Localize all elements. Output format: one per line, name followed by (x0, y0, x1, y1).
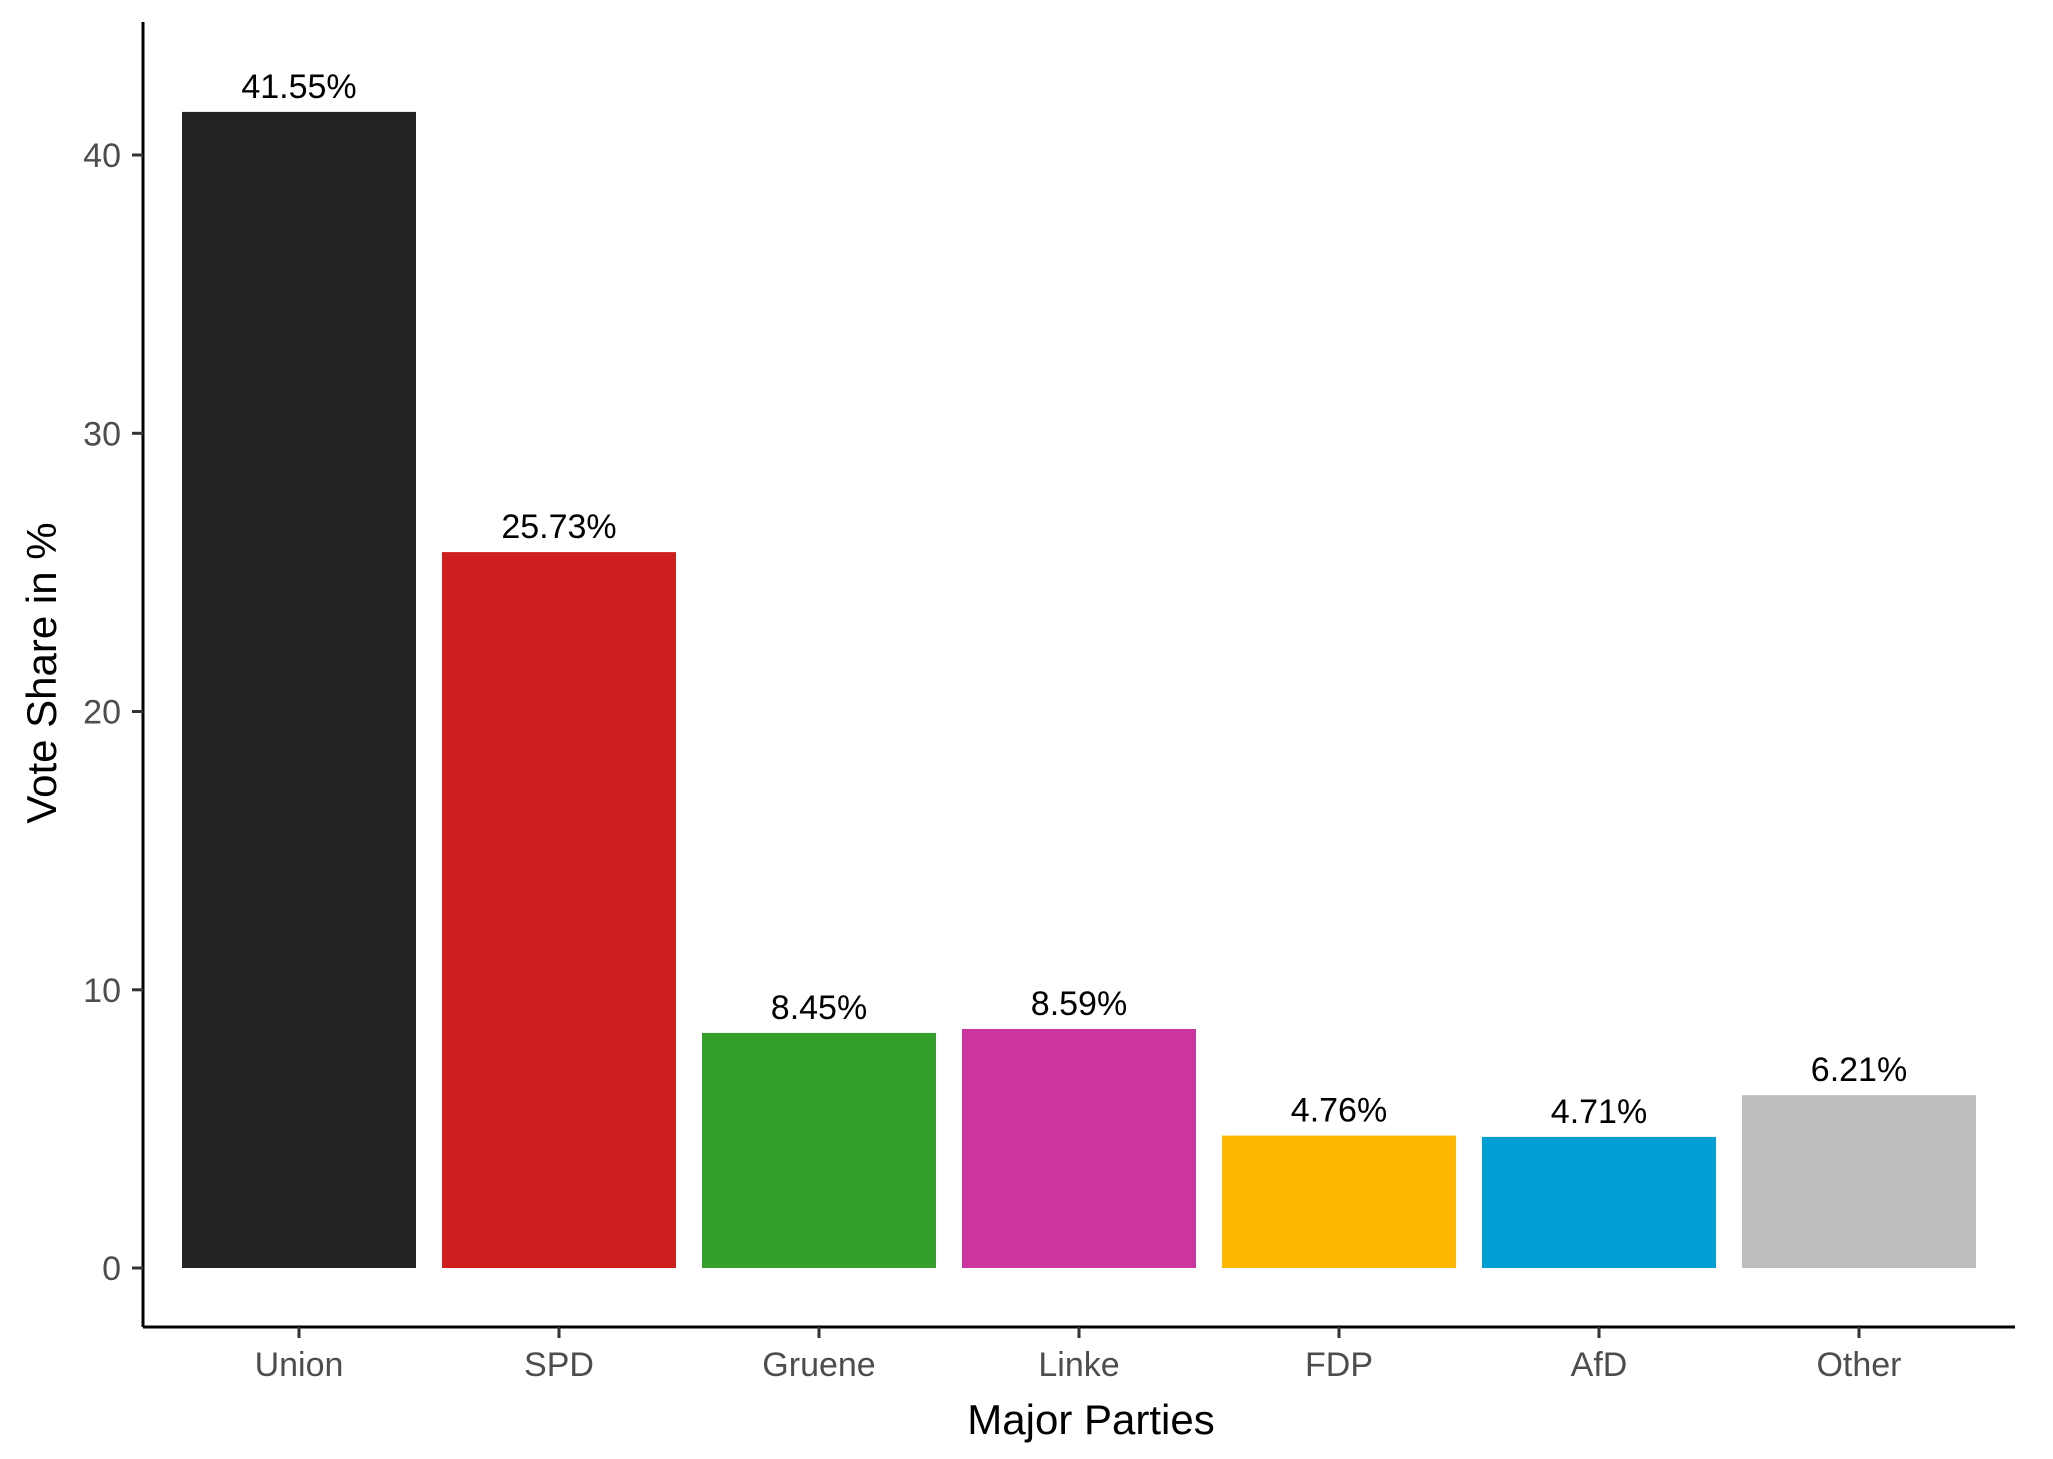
y-tick-label-30: 30 (83, 415, 121, 453)
x-tick-label-linke: Linke (1038, 1346, 1119, 1384)
data-label-spd: 25.73% (501, 508, 616, 546)
y-axis-ticks: 0 10 20 30 40 (83, 137, 143, 1288)
bar-other (1742, 1095, 1976, 1268)
x-tick-label-union: Union (255, 1346, 344, 1384)
x-tick-label-afd: AfD (1571, 1346, 1628, 1384)
bar-linke (962, 1029, 1196, 1268)
data-label-afd: 4.71% (1551, 1093, 1647, 1131)
data-label-linke: 8.59% (1031, 985, 1127, 1023)
bar-fdp (1222, 1135, 1456, 1268)
y-tick-label-10: 10 (83, 972, 121, 1010)
y-tick-label-0: 0 (102, 1250, 121, 1288)
data-label-union: 41.55% (241, 68, 356, 106)
x-axis-title: Major Parties (967, 1396, 1214, 1443)
bar-gruene (702, 1032, 936, 1268)
data-label-other: 6.21% (1811, 1051, 1907, 1089)
data-label-fdp: 4.76% (1291, 1092, 1387, 1130)
x-tick-label-gruene: Gruene (762, 1346, 875, 1384)
bar-union (182, 111, 416, 1268)
bars-group (182, 111, 1976, 1268)
y-tick-label-20: 20 (83, 694, 121, 732)
data-label-gruene: 8.45% (771, 989, 867, 1027)
data-labels-group: 41.55% 25.73% 8.45% 8.59% 4.76% 4.71% 6.21% (241, 68, 1907, 1131)
bar-spd (442, 552, 676, 1268)
x-axis-ticks: Union SPD Gruene Linke FDP AfD Other (255, 1327, 1902, 1384)
x-tick-label-spd: SPD (524, 1346, 594, 1384)
x-tick-label-fdp: FDP (1305, 1346, 1373, 1384)
x-tick-label-other: Other (1816, 1346, 1901, 1384)
y-tick-label-40: 40 (83, 137, 121, 175)
y-axis-title: Vote Share in % (18, 522, 65, 823)
bar-afd (1482, 1136, 1716, 1268)
